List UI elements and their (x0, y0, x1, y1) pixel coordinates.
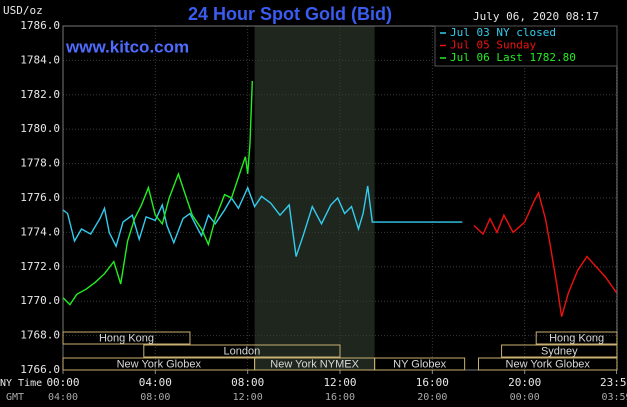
x-tick-label: 23:59 (600, 376, 627, 389)
x2-tick-label: 00:00 (510, 392, 540, 403)
y-axis-label: USD/oz (3, 4, 43, 17)
session-label: Hong Kong (99, 332, 154, 344)
y-tick-label: 1778.0 (20, 157, 60, 170)
session-box (143, 344, 341, 358)
x-tick-label: 04:00 (139, 376, 172, 389)
x-tick-label: 16:00 (416, 376, 449, 389)
x-axis-label: NY Time (0, 378, 42, 389)
price-line (473, 190, 618, 317)
x-tick-label: 20:00 (508, 376, 541, 389)
session-label: Sydney (541, 345, 578, 357)
session-label: NY Globex (393, 358, 446, 370)
session-box (478, 357, 618, 371)
session-label: New York NYMEX (270, 358, 359, 370)
y-tick-label: 1784.0 (20, 53, 60, 66)
x2-tick-label: 04:00 (48, 392, 78, 403)
watermark: www.kitco.com (65, 37, 189, 56)
session-label: London (224, 345, 261, 357)
legend-box (434, 25, 618, 67)
y-tick-label: 1780.0 (20, 122, 60, 135)
legend-label: Jul 06 Last 1782.80 (450, 51, 576, 64)
legend-label: Jul 03 NY closed (450, 26, 556, 39)
x2-tick-label: 03:59 (601, 392, 627, 403)
x-tick-label: 08:00 (231, 376, 264, 389)
session-label: New York Globex (117, 358, 202, 370)
y-tick-label: 1772.0 (20, 260, 60, 273)
session-box (374, 357, 466, 371)
x-tick-label: 12:00 (323, 376, 356, 389)
session-box (535, 331, 618, 345)
x2-tick-label: 20:00 (417, 392, 447, 403)
price-line (62, 185, 463, 257)
x2-tick-label: 16:00 (325, 392, 355, 403)
timestamp: July 06, 2020 08:17 (473, 10, 599, 23)
y-tick-label: 1766.0 (20, 363, 60, 376)
y-tick-label: 1776.0 (20, 191, 60, 204)
session-box (62, 331, 191, 345)
session-label: New York Globex (506, 358, 591, 370)
chart-title: 24 Hour Spot Gold (Bid) (188, 4, 392, 24)
legend-label: Jul 05 Sunday (450, 39, 536, 52)
y-tick-label: 1782.0 (20, 88, 60, 101)
x2-tick-label: 12:00 (233, 392, 263, 403)
highlight-band (254, 26, 375, 370)
y-tick-label: 1774.0 (20, 225, 60, 238)
session-box (501, 344, 618, 358)
y-tick-label: 1786.0 (20, 19, 60, 32)
price-line (62, 80, 253, 306)
y-tick-label: 1768.0 (20, 329, 60, 342)
x2-axis-label: GMT (6, 392, 24, 403)
session-label: Hong Kong (549, 332, 604, 344)
x-tick-label: 00:00 (46, 376, 79, 389)
y-tick-label: 1770.0 (20, 294, 60, 307)
x2-tick-label: 08:00 (140, 392, 170, 403)
